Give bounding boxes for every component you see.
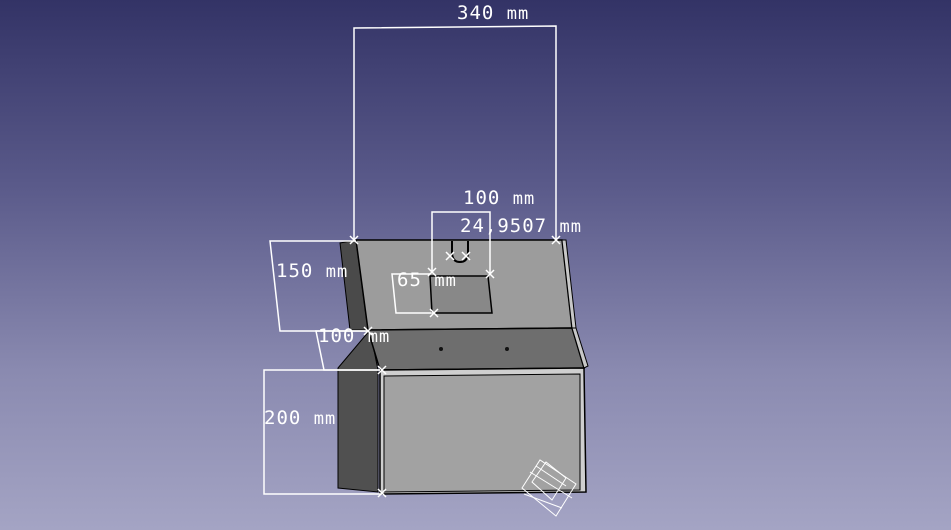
shelf-edge[interactable] [571, 327, 589, 369]
cabinet-left-side-lower[interactable] [337, 328, 379, 493]
label-panel-height-unit: mm [325, 262, 349, 282]
shelf-face[interactable] [366, 327, 586, 371]
label-cutout-height-unit: mm [434, 271, 457, 291]
label-cutout-width-unit: mm [512, 189, 536, 209]
dimension-cutout-height[interactable] [391, 273, 439, 318]
label-panel-height[interactable]: 150 mm [276, 260, 348, 282]
dimension-cutout-width[interactable] [427, 211, 495, 279]
label-shelf-depth-value: 100 [318, 325, 356, 347]
label-cutout-height-value: 65 [397, 269, 422, 291]
label-shelf-depth-unit: mm [367, 327, 391, 347]
panel-cutout[interactable] [429, 275, 493, 314]
label-panel-offset-value: 24,9507 [460, 215, 548, 237]
label-overall-width[interactable]: 340 mm [457, 2, 529, 24]
label-overall-width-value: 340 [457, 2, 495, 24]
panel-hole-icon [451, 241, 469, 264]
label-panel-offset-unit: mm [559, 217, 583, 237]
base-front-face[interactable] [383, 373, 581, 493]
label-cutout-height[interactable]: 65 mm [397, 269, 457, 291]
axis-cross-icon[interactable] [521, 459, 577, 517]
label-cutout-width[interactable]: 100 mm [463, 187, 535, 209]
dimension-overall-width[interactable] [349, 25, 561, 245]
label-shelf-depth[interactable]: 100 mm [318, 325, 390, 347]
label-base-height-unit: mm [313, 409, 337, 429]
shelf-hole-right [505, 347, 509, 351]
label-cutout-width-value: 100 [463, 187, 501, 209]
label-base-height-value: 200 [264, 407, 302, 429]
dimension-base-height[interactable] [263, 369, 387, 498]
label-panel-height-value: 150 [276, 260, 314, 282]
label-panel-offset[interactable]: 24,9507 mm [460, 215, 582, 237]
label-base-height[interactable]: 200 mm [264, 407, 336, 429]
label-overall-width-unit: mm [506, 4, 530, 24]
shelf-hole-left [439, 347, 443, 351]
